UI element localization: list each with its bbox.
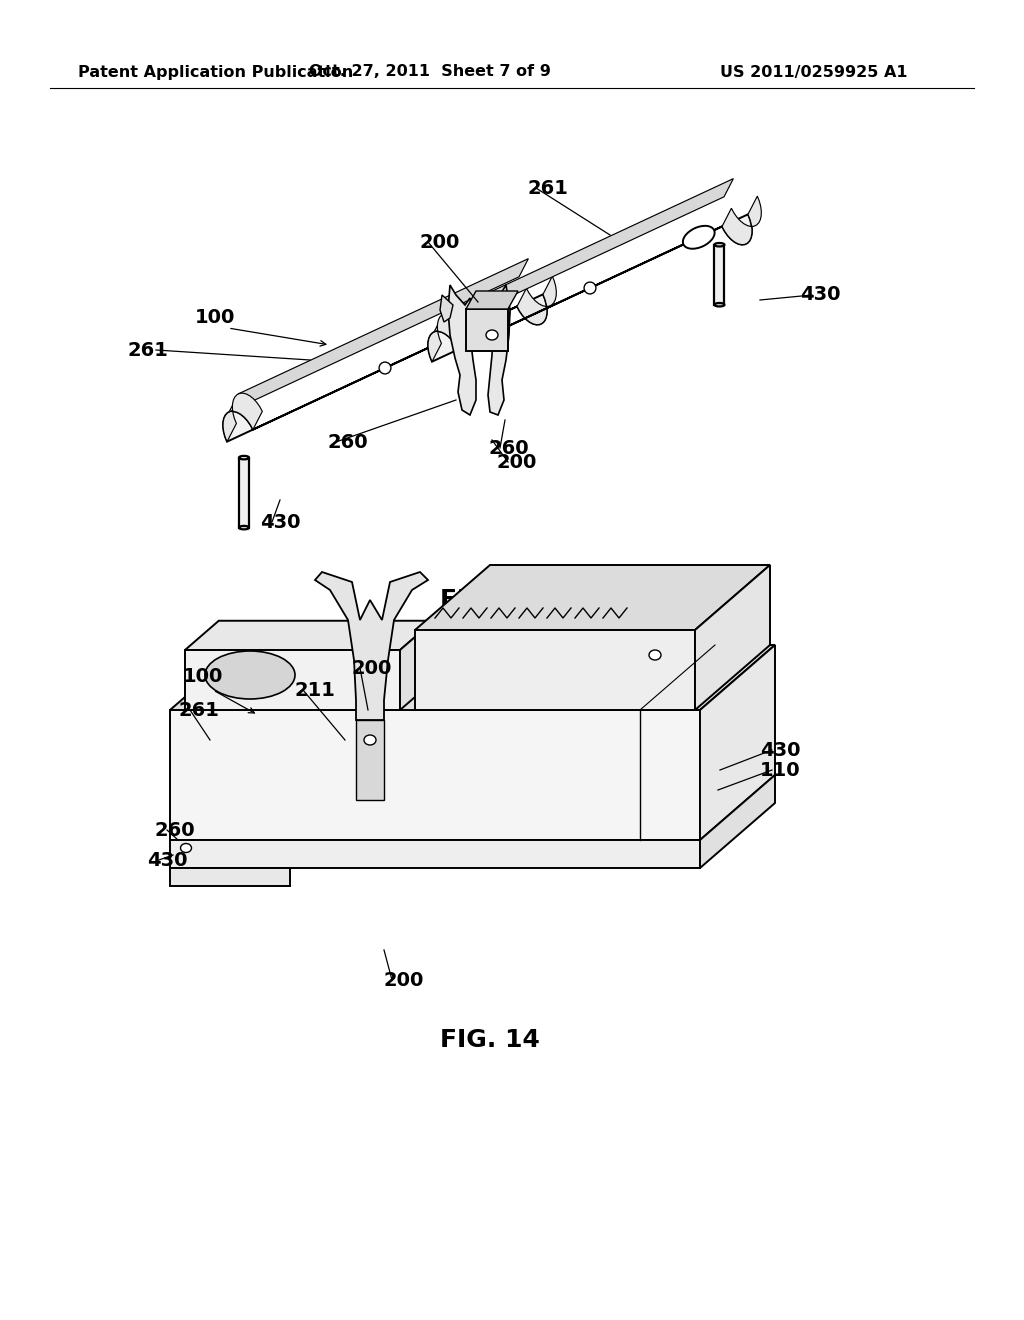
Text: 430: 430	[260, 512, 300, 532]
Ellipse shape	[649, 649, 662, 660]
Ellipse shape	[478, 306, 510, 329]
Text: 260: 260	[328, 433, 369, 451]
Text: 430: 430	[800, 285, 841, 305]
Polygon shape	[434, 178, 733, 333]
Text: Oct. 27, 2011  Sheet 7 of 9: Oct. 27, 2011 Sheet 7 of 9	[309, 65, 551, 79]
Polygon shape	[415, 565, 770, 630]
Ellipse shape	[239, 455, 249, 459]
Polygon shape	[223, 294, 547, 442]
Polygon shape	[428, 214, 752, 362]
Ellipse shape	[239, 525, 249, 529]
Text: Patent Application Publication: Patent Application Publication	[78, 65, 353, 79]
Ellipse shape	[205, 651, 295, 700]
Polygon shape	[466, 290, 518, 309]
Polygon shape	[466, 309, 508, 351]
Text: 100: 100	[183, 667, 223, 686]
Polygon shape	[700, 775, 775, 869]
Text: 260: 260	[488, 438, 528, 458]
Text: 200: 200	[384, 970, 424, 990]
Text: 211: 211	[295, 681, 336, 700]
Polygon shape	[170, 645, 775, 710]
Text: 110: 110	[760, 760, 801, 780]
Polygon shape	[488, 285, 510, 414]
Polygon shape	[400, 620, 434, 710]
Text: 200: 200	[420, 232, 460, 252]
Ellipse shape	[683, 226, 715, 248]
Text: FIG. 14: FIG. 14	[440, 1028, 540, 1052]
Polygon shape	[695, 565, 770, 710]
Polygon shape	[229, 259, 528, 412]
Text: FIG. 13: FIG. 13	[440, 587, 540, 612]
Polygon shape	[239, 458, 249, 528]
Polygon shape	[517, 276, 556, 325]
Polygon shape	[356, 719, 384, 800]
Polygon shape	[715, 244, 724, 305]
Ellipse shape	[715, 304, 724, 306]
Polygon shape	[170, 840, 700, 869]
Polygon shape	[170, 869, 290, 886]
Polygon shape	[722, 197, 761, 244]
Ellipse shape	[180, 843, 191, 853]
Ellipse shape	[486, 330, 498, 341]
Polygon shape	[185, 649, 400, 710]
Polygon shape	[700, 645, 775, 840]
Polygon shape	[428, 313, 467, 362]
Polygon shape	[185, 620, 434, 649]
Text: 261: 261	[178, 701, 219, 719]
Text: 261: 261	[527, 178, 568, 198]
Text: 100: 100	[195, 308, 236, 327]
Polygon shape	[415, 630, 695, 710]
Text: 200: 200	[352, 659, 392, 677]
Polygon shape	[315, 572, 428, 719]
Polygon shape	[449, 285, 476, 414]
Ellipse shape	[379, 362, 391, 374]
Text: 430: 430	[760, 741, 801, 759]
Text: 260: 260	[155, 821, 196, 840]
Ellipse shape	[715, 243, 724, 247]
Polygon shape	[170, 710, 700, 840]
Ellipse shape	[364, 735, 376, 744]
Polygon shape	[440, 294, 453, 322]
Text: 200: 200	[496, 453, 537, 471]
Text: 430: 430	[147, 850, 187, 870]
Text: 261: 261	[127, 341, 168, 359]
Ellipse shape	[584, 282, 596, 294]
Text: US 2011/0259925 A1: US 2011/0259925 A1	[720, 65, 907, 79]
Polygon shape	[223, 393, 262, 442]
